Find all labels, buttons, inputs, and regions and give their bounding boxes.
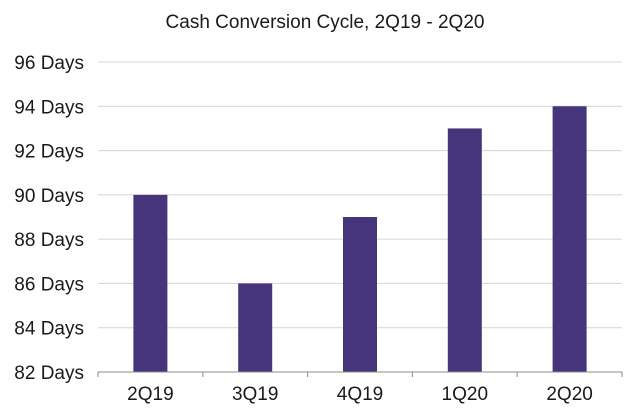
y-tick-label: 82 Days [14, 363, 84, 384]
y-tick-label: 94 Days [14, 97, 84, 118]
y-tick-label: 88 Days [14, 230, 84, 251]
y-tick-label: 86 Days [14, 274, 84, 295]
y-tick-label: 92 Days [14, 142, 84, 163]
bar-4q19 [343, 217, 377, 372]
x-tick-label: 4Q19 [337, 384, 383, 405]
x-tick-label: 1Q20 [442, 384, 488, 405]
x-tick-label: 2Q20 [546, 384, 592, 405]
x-tick-label: 3Q19 [232, 384, 278, 405]
y-tick-label: 84 Days [14, 319, 84, 340]
bar-2q20 [552, 106, 587, 373]
x-tick-label: 2Q19 [127, 384, 173, 405]
y-tick-label: 96 Days [14, 53, 84, 74]
bar-3q19 [238, 283, 273, 372]
bar-2q19 [133, 194, 168, 372]
bar-1q20 [447, 128, 482, 372]
y-tick-label: 90 Days [14, 186, 84, 207]
chart-title: Cash Conversion Cycle, 2Q19 - 2Q20 [166, 12, 485, 33]
y-axis-tick-labels: 82 Days 84 Days 86 Days 88 Days 90 Days 92 Da… [14, 53, 84, 384]
bars [133, 106, 587, 373]
x-axis-tick-labels: 2Q19 3Q19 4Q19 1Q20 2Q20 [97, 372, 623, 405]
